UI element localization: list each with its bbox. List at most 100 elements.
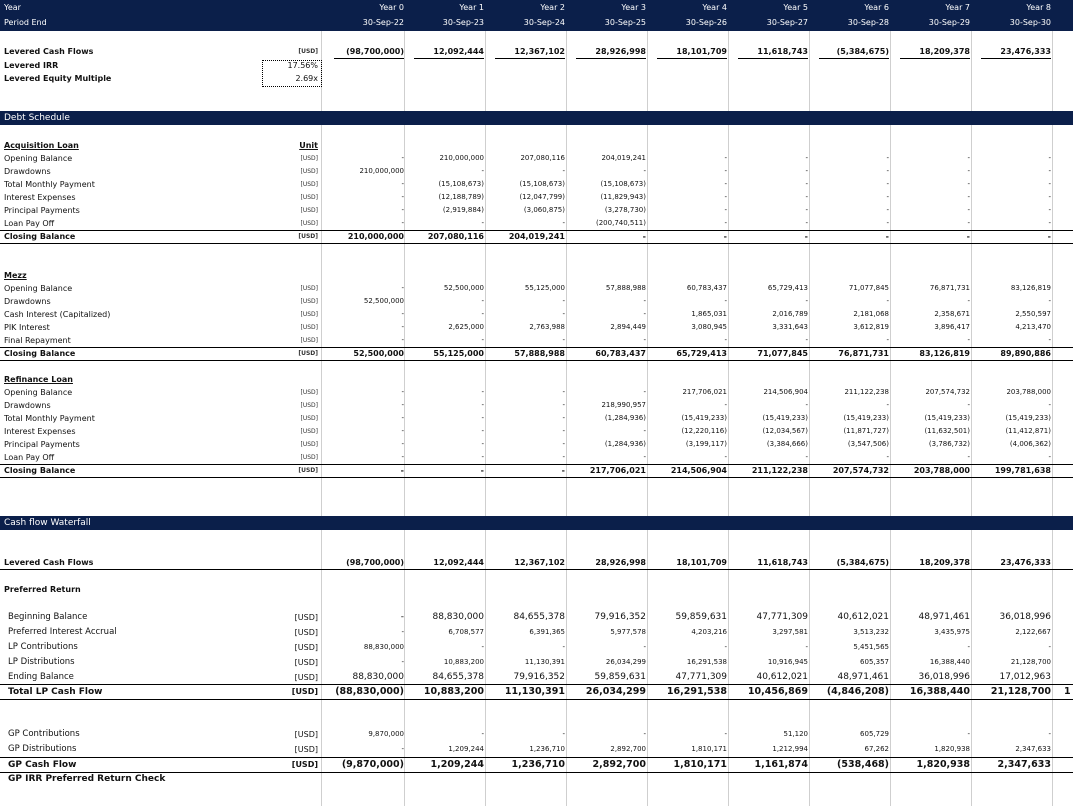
gp-total-y3[interactable]: 2,892,700	[592, 759, 647, 770]
refi-5-y8[interactable]: -	[1048, 453, 1051, 461]
refi-0-y0[interactable]: -	[401, 388, 404, 396]
debt-schedule-title[interactable]: Debt Schedule	[4, 113, 70, 123]
acq-0-y6[interactable]: -	[886, 154, 889, 162]
lp-4-y5[interactable]: 40,612,021	[756, 672, 808, 682]
total-lp-y0[interactable]: (88,830,000)	[335, 686, 404, 697]
gp-1-y4[interactable]: 1,810,171	[691, 745, 727, 753]
waterfall-levered-cf-y4[interactable]: 18,101,709	[676, 558, 727, 567]
unit-cell[interactable]: [USD]	[300, 311, 318, 318]
year-header-0[interactable]: Year 0	[379, 3, 404, 12]
gp-total-y4[interactable]: 1,810,171	[673, 759, 728, 770]
mezz-4-y8[interactable]: -	[1048, 336, 1051, 344]
refi-2-y5[interactable]: (15,419,233)	[762, 414, 808, 422]
acq-2-y0[interactable]: -	[401, 180, 404, 188]
gp-1-y7[interactable]: 1,820,938	[934, 745, 970, 753]
year-label[interactable]: Year	[4, 3, 21, 12]
lp-2-y0[interactable]: 88,830,000	[363, 643, 404, 651]
unit-cell[interactable]: [USD]	[300, 181, 318, 188]
gp-row-label-0[interactable]: GP Contributions	[8, 729, 80, 739]
waterfall-levered-cf-y6[interactable]: (5,384,675)	[836, 558, 889, 567]
mezz-2-y4[interactable]: 1,865,031	[691, 310, 727, 318]
refi-closing-y7[interactable]: 203,788,000	[913, 466, 970, 475]
acq-2-y6[interactable]: -	[886, 180, 889, 188]
acq-1-y0[interactable]: 210,000,000	[359, 167, 404, 175]
lp-2-y5[interactable]: -	[805, 643, 808, 651]
mezz-2-y8[interactable]: 2,550,597	[1015, 310, 1051, 318]
mezz-1-y8[interactable]: -	[1048, 297, 1051, 305]
lp-0-y4[interactable]: 59,859,631	[675, 612, 727, 622]
equity-multiple-label[interactable]: Levered Equity Multiple	[4, 74, 112, 83]
lp-row-label-4[interactable]: Ending Balance	[8, 672, 74, 682]
waterfall-levered-cf-y7[interactable]: 18,209,378	[919, 558, 970, 567]
acq-4-y0[interactable]: -	[401, 206, 404, 214]
total-lp-y3[interactable]: 26,034,299	[585, 686, 646, 697]
refi-closing-y0[interactable]: -	[400, 466, 404, 475]
mezz-1-y5[interactable]: -	[805, 297, 808, 305]
mezz-0-y0[interactable]: -	[401, 284, 404, 292]
acq-0-y0[interactable]: -	[401, 154, 404, 162]
total-lp-y4[interactable]: 16,291,538	[666, 686, 727, 697]
refi-1-y4[interactable]: -	[724, 401, 727, 409]
acq-row-label-3[interactable]: Interest Expenses	[4, 193, 76, 202]
mezz-2-y0[interactable]: -	[401, 310, 404, 318]
refi-0-y5[interactable]: 214,506,904	[763, 388, 808, 396]
refi-row-label-2[interactable]: Total Monthly Payment	[4, 414, 95, 423]
acq-closing-y2[interactable]: 204,019,241	[508, 232, 565, 241]
gp-total-y6[interactable]: (538,468)	[837, 759, 889, 770]
refi-5-y7[interactable]: -	[967, 453, 970, 461]
acq-closing-y3[interactable]: -	[642, 232, 646, 241]
acq-1-y3[interactable]: -	[643, 167, 646, 175]
unit-cell[interactable]: [USD]	[294, 658, 318, 667]
unit-cell[interactable]: [USD]	[300, 285, 318, 292]
refi-closing-y4[interactable]: 214,506,904	[670, 466, 727, 475]
acq-5-y7[interactable]: -	[967, 219, 970, 227]
period-end-date-0[interactable]: 30-Sep-22	[362, 18, 404, 27]
refi-5-y4[interactable]: -	[724, 453, 727, 461]
total-lp-y1[interactable]: 10,883,200	[423, 686, 484, 697]
mezz-0-y5[interactable]: 65,729,413	[767, 284, 808, 292]
acq-1-y2[interactable]: -	[562, 167, 565, 175]
mezz-closing-y2[interactable]: 57,888,988	[514, 349, 565, 358]
acq-1-y4[interactable]: -	[724, 167, 727, 175]
refi-1-y0[interactable]: -	[401, 401, 404, 409]
total-lp-y5[interactable]: 10,456,869	[747, 686, 808, 697]
unit-cell[interactable]: [USD]	[298, 48, 318, 55]
total-lp-cash-flow-label[interactable]: Total LP Cash Flow	[8, 687, 103, 697]
lp-3-y3[interactable]: 26,034,299	[605, 658, 646, 666]
period-end-date-2[interactable]: 30-Sep-24	[523, 18, 565, 27]
unit-cell[interactable]: [USD]	[300, 337, 318, 344]
lp-3-y6[interactable]: 605,357	[860, 658, 889, 666]
refi-3-y2[interactable]: -	[562, 427, 565, 435]
waterfall-levered-cf-y5[interactable]: 11,618,743	[757, 558, 808, 567]
acq-3-y7[interactable]: -	[967, 193, 970, 201]
total-lp-y2[interactable]: 11,130,391	[504, 686, 565, 697]
acq-5-y0[interactable]: -	[401, 219, 404, 227]
refi-2-y4[interactable]: (15,419,233)	[681, 414, 727, 422]
mezz-0-y1[interactable]: 52,500,000	[443, 284, 484, 292]
gp-total-y0[interactable]: (9,870,000)	[341, 759, 404, 770]
acq-2-y1[interactable]: (15,108,673)	[438, 180, 484, 188]
acq-0-y3[interactable]: 204,019,241	[601, 154, 646, 162]
gp-0-y1[interactable]: -	[481, 730, 484, 738]
refi-4-y3[interactable]: (1,284,936)	[604, 440, 646, 448]
refi-2-y1[interactable]: -	[481, 414, 484, 422]
lp-row-label-2[interactable]: LP Contributions	[8, 642, 78, 652]
refi-1-y7[interactable]: -	[967, 401, 970, 409]
year-header-1[interactable]: Year 1	[459, 3, 484, 12]
gp-0-y7[interactable]: -	[967, 730, 970, 738]
acq-3-y3[interactable]: (11,829,943)	[600, 193, 646, 201]
gp-total-y2[interactable]: 1,236,710	[511, 759, 566, 770]
period-end-label[interactable]: Period End	[4, 18, 47, 27]
refi-closing-label[interactable]: Closing Balance	[4, 466, 76, 475]
unit-cell[interactable]: [USD]	[300, 402, 318, 409]
gp-total-y7[interactable]: 1,820,938	[916, 759, 971, 770]
acq-closing-y7[interactable]: -	[966, 232, 970, 241]
lp-1-y8[interactable]: 2,122,667	[1015, 628, 1051, 636]
mezz-1-y0[interactable]: 52,500,000	[363, 297, 404, 305]
lp-3-y4[interactable]: 16,291,538	[686, 658, 727, 666]
lp-row-label-1[interactable]: Preferred Interest Accrual	[8, 627, 117, 637]
lp-2-y2[interactable]: -	[562, 643, 565, 651]
acq-row-label-5[interactable]: Loan Pay Off	[4, 219, 55, 228]
year-header-7[interactable]: Year 7	[945, 3, 970, 12]
acq-row-label-1[interactable]: Drawdowns	[4, 167, 51, 176]
